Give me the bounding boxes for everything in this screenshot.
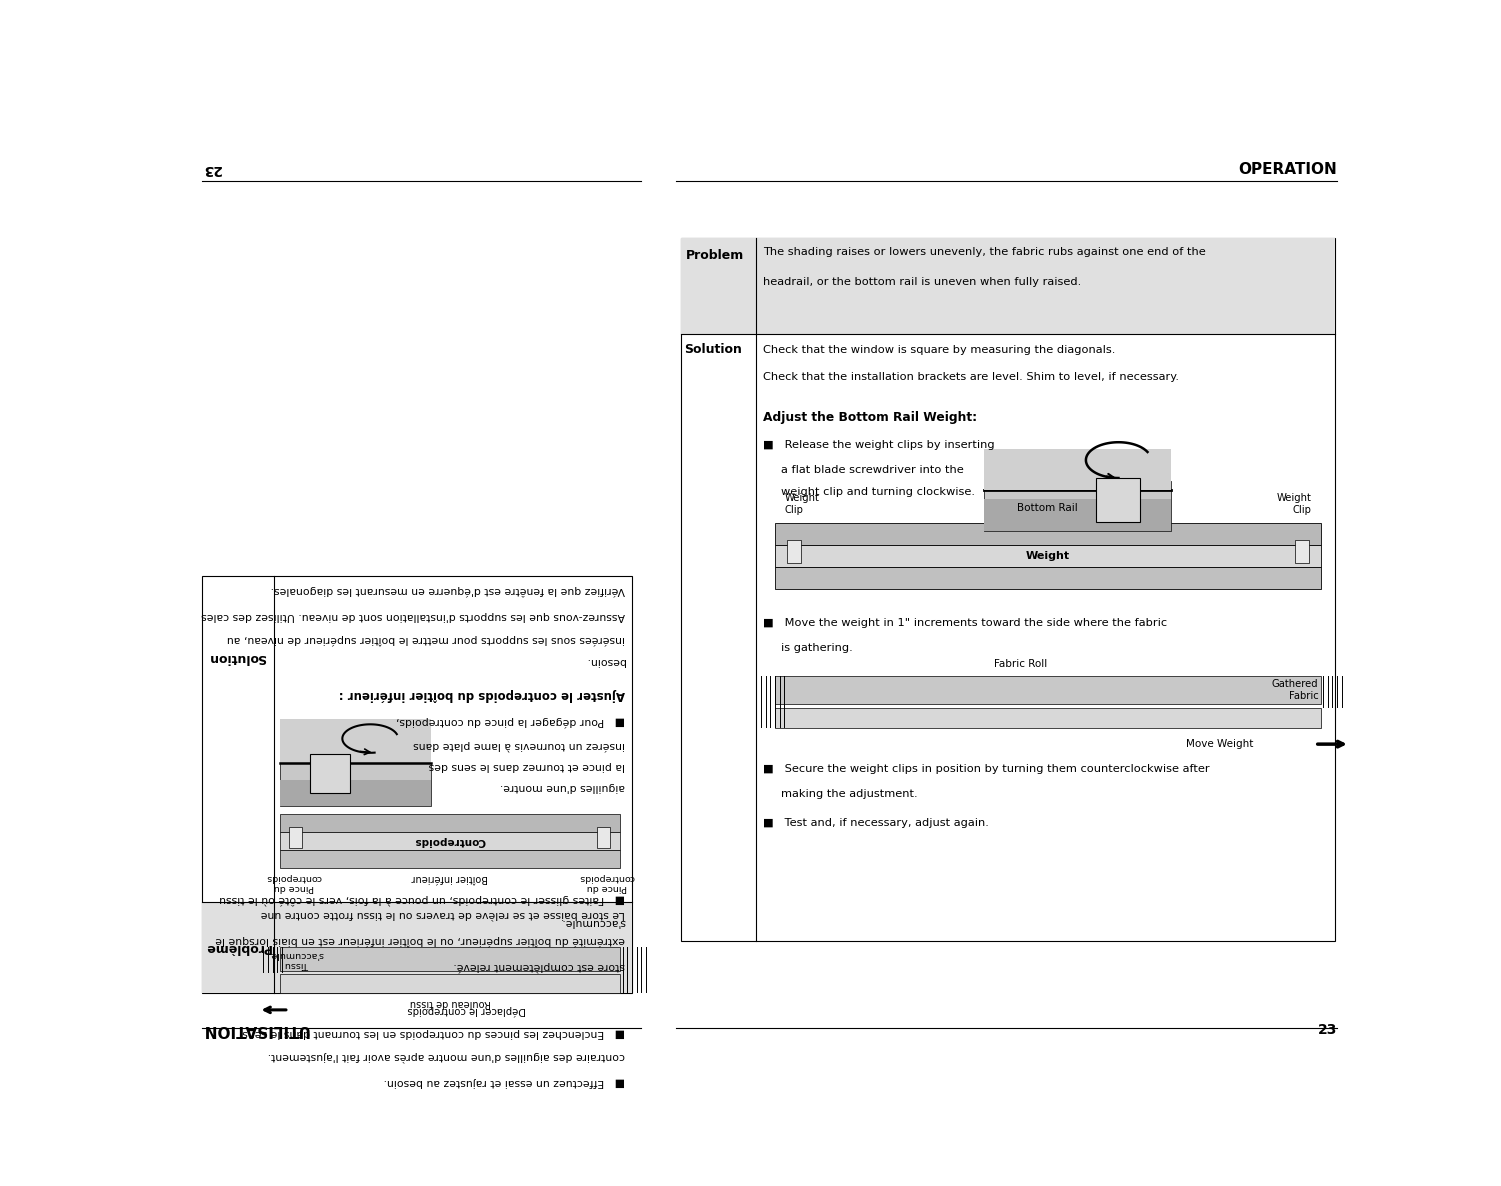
Text: s'accumule.: s'accumule. (560, 917, 624, 926)
Bar (775, 544, 1321, 567)
Bar (787, 540, 800, 562)
Bar (288, 828, 302, 848)
Bar (681, 238, 1334, 942)
Text: Check that the installation brackets are level. Shim to level, if necessary.: Check that the installation brackets are… (764, 372, 1180, 382)
Bar (985, 499, 1171, 531)
Text: Weight: Weight (1025, 551, 1070, 561)
Text: 23: 23 (201, 162, 221, 177)
Text: Ajuster le contrepoids du boîtier inférieur :: Ajuster le contrepoids du boîtier inféri… (339, 688, 624, 701)
Bar (775, 523, 1321, 544)
Text: Pince du
contrepoids: Pince du contrepoids (578, 873, 635, 892)
Text: 23: 23 (1318, 1024, 1337, 1038)
Text: ■   Enclenchez les pinces du contrepoids en les tournant dans le sens: ■ Enclenchez les pinces du contrepoids e… (242, 1028, 624, 1038)
Text: weight clip and turning clockwise.: weight clip and turning clockwise. (781, 486, 974, 497)
Text: The shading raises or lowers unevenly, the fabric rubs against one end of the: The shading raises or lowers unevenly, t… (764, 248, 1207, 257)
Text: Weight
Clip: Weight Clip (1276, 493, 1312, 515)
Bar (279, 849, 620, 868)
Bar (279, 720, 431, 763)
Text: Boîtier inférieur: Boîtier inférieur (411, 873, 488, 882)
Text: ■   Faites glisser le contrepoids, un pouce à la fois, vers le côté où le tissu: ■ Faites glisser le contrepoids, un pouc… (219, 894, 624, 905)
Bar (985, 449, 1171, 490)
Text: Check that the window is square by measuring the diagonals.: Check that the window is square by measu… (764, 345, 1115, 355)
Bar (775, 676, 1321, 703)
Text: UTILISATION: UTILISATION (201, 1022, 309, 1038)
Bar (775, 708, 1321, 728)
Text: Déplacer le contrepoids: Déplacer le contrepoids (408, 1005, 527, 1015)
Text: besoin.: besoin. (585, 657, 624, 667)
Text: Solution: Solution (209, 651, 267, 664)
Text: ■   Move the weight in 1" increments toward the side where the fabric: ■ Move the weight in 1" increments towar… (764, 618, 1168, 629)
Text: Bottom Rail: Bottom Rail (1018, 503, 1078, 514)
Text: aiguilles d'une montre.: aiguilles d'une montre. (500, 782, 624, 791)
Text: Pince du
contrepoids: Pince du contrepoids (266, 873, 321, 892)
Text: Assurez-vous que les supports d'installation sont de niveau. Utilisez des cales: Assurez-vous que les supports d'installa… (201, 611, 624, 620)
Text: Rouleau de tissu: Rouleau de tissu (410, 997, 491, 1008)
Text: Adjust the Bottom Rail Weight:: Adjust the Bottom Rail Weight: (764, 410, 977, 423)
Bar (985, 482, 1171, 531)
Text: Fabric Roll: Fabric Roll (994, 659, 1048, 669)
Text: ■   Pour dégager la pince du contrepoids,: ■ Pour dégager la pince du contrepoids, (396, 716, 624, 726)
Text: OPERATION: OPERATION (1238, 162, 1337, 178)
Bar (309, 754, 351, 792)
Text: ■   Secure the weight clips in position by turning them counterclockwise after: ■ Secure the weight clips in position by… (764, 764, 1210, 774)
Bar (279, 946, 620, 970)
Text: contraire des aiguilles d'une montre après avoir fait l'ajustement.: contraire des aiguilles d'une montre apr… (267, 1051, 624, 1061)
Text: Vérifiez que la fenêtre est d'équerre en mesurant les diagonales.: Vérifiez que la fenêtre est d'équerre en… (270, 585, 624, 595)
Text: Problème: Problème (204, 942, 272, 955)
Text: Solution: Solution (684, 343, 741, 356)
Text: is gathering.: is gathering. (781, 643, 853, 652)
Text: Weight
Clip: Weight Clip (785, 493, 820, 515)
Bar (279, 763, 431, 806)
Text: Le store baisse et se relève de travers ou le tissu frotte contre une: Le store baisse et se relève de travers … (261, 910, 624, 919)
Text: extrémité du boîtier supérieur, ou le boîtier inférieur est en biais lorsque le: extrémité du boîtier supérieur, ou le bo… (215, 935, 624, 945)
Text: Tissu
s'accumule: Tissu s'accumule (270, 950, 324, 969)
Text: ■   Effectuez un essai et rajustez au besoin.: ■ Effectuez un essai et rajustez au beso… (384, 1077, 624, 1086)
Bar (681, 238, 1334, 334)
Text: store est complètement relevé.: store est complètement relevé. (453, 961, 624, 971)
Bar (201, 576, 632, 994)
Text: Move Weight: Move Weight (1186, 739, 1253, 750)
Text: insérées sous les supports pour mettre le boîtier supérieur de niveau, au: insérées sous les supports pour mettre l… (227, 633, 624, 644)
Bar (201, 903, 632, 994)
Text: ■   Test and, if necessary, adjust again.: ■ Test and, if necessary, adjust again. (764, 818, 989, 828)
Text: a flat blade screwdriver into the: a flat blade screwdriver into the (781, 465, 964, 474)
Text: making the adjustment.: making the adjustment. (781, 789, 917, 799)
Bar (279, 814, 620, 831)
Text: Gathered
Fabric: Gathered Fabric (1271, 678, 1318, 701)
Text: Contrepoids: Contrepoids (414, 836, 486, 846)
Bar (775, 567, 1321, 589)
Bar (279, 780, 431, 806)
Text: headrail, or the bottom rail is uneven when fully raised.: headrail, or the bottom rail is uneven w… (764, 276, 1082, 287)
Text: ■   Release the weight clips by inserting: ■ Release the weight clips by inserting (764, 440, 995, 449)
Text: insérez un tournevis à lame plate dans: insérez un tournevis à lame plate dans (413, 740, 624, 750)
Text: la pince et tournez dans le sens des: la pince et tournez dans le sens des (429, 760, 624, 771)
Bar (279, 975, 620, 994)
Bar (279, 831, 620, 849)
Bar (1096, 478, 1141, 522)
Bar (597, 828, 609, 848)
Text: Problem: Problem (686, 249, 744, 262)
Bar (1295, 540, 1309, 562)
